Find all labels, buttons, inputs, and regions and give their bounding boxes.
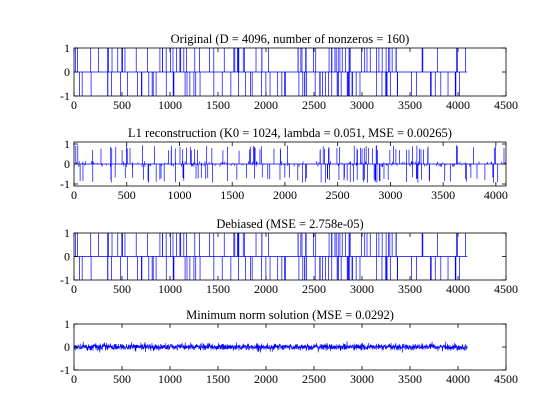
y-tick-label: 0 [64,340,70,354]
subplot-title: L1 reconstruction (K0 = 1024, lambda = 0… [128,126,452,140]
x-tick-label: 2500 [302,98,326,112]
signal-line [74,341,468,353]
x-tick-label: 1500 [206,98,230,112]
x-tick-label: 3000 [350,372,374,386]
subplot-3: 0 500 1000 1500 2000 2500 3000 3500 4000 4500-101… [60,217,518,296]
x-tick-label: 1000 [167,188,191,202]
x-tick-label: 4500 [494,372,518,386]
x-tick-label: 2000 [273,188,297,202]
signal-line [74,48,468,96]
x-tick-label: 1500 [206,282,230,296]
x-tick-label: 3500 [398,282,422,296]
y-tick-label: 1 [64,137,70,151]
y-tick-label: -1 [60,273,70,287]
x-tick-label: 3500 [398,98,422,112]
y-tick-label: 0 [64,250,70,264]
x-tick-label: 2500 [326,188,350,202]
x-tick-label: 500 [113,372,131,386]
subplot-4: 0 500 1000 1500 2000 2500 3000 3500 4000 4500-101… [60,308,518,386]
x-tick-label: 3500 [398,372,422,386]
x-tick-label: 2000 [254,98,278,112]
y-tick-label: -1 [60,363,70,377]
x-tick-label: 1500 [206,372,230,386]
y-tick-label: -1 [60,89,70,103]
x-tick-label: 2000 [254,282,278,296]
x-tick-label: 500 [113,282,131,296]
x-tick-label: 2500 [302,282,326,296]
x-tick-label: 4500 [494,282,518,296]
x-tick-label: 3500 [431,188,455,202]
y-tick-label: 1 [64,317,70,331]
x-tick-label: 0 [71,98,77,112]
x-tick-label: 0 [71,282,77,296]
x-tick-label: 500 [118,188,136,202]
x-tick-label: 4000 [484,188,508,202]
x-tick-label: 3000 [378,188,402,202]
subplot-title: Debiased (MSE = 2.758e-05) [216,217,363,231]
x-tick-label: 4500 [494,98,518,112]
x-tick-label: 0 [71,188,77,202]
y-tick-label: 0 [64,157,70,171]
y-tick-label: 1 [64,41,70,55]
x-tick-label: 1500 [220,188,244,202]
x-tick-label: 3000 [350,282,374,296]
x-tick-label: 0 [71,372,77,386]
x-tick-label: 3000 [350,98,374,112]
signal-line [74,233,468,280]
y-tick-label: 0 [64,65,70,79]
x-tick-label: 500 [113,98,131,112]
x-tick-label: 1000 [158,372,182,386]
x-tick-label: 2500 [302,372,326,386]
x-tick-label: 1000 [158,98,182,112]
subplot-title: Minimum norm solution (MSE = 0.0292) [186,308,394,322]
subplot-title: Original (D = 4096, number of nonzeros =… [171,32,410,46]
y-tick-label: 1 [64,226,70,240]
x-tick-label: 1000 [158,282,182,296]
x-tick-label: 4000 [446,98,470,112]
subplot-1: 0 500 1000 1500 2000 2500 3000 3500 4000 4500-101… [60,32,518,112]
x-tick-label: 4000 [446,372,470,386]
signal-line [74,145,506,183]
x-tick-label: 2000 [254,372,278,386]
x-tick-label: 4000 [446,282,470,296]
y-tick-label: -1 [60,177,70,191]
